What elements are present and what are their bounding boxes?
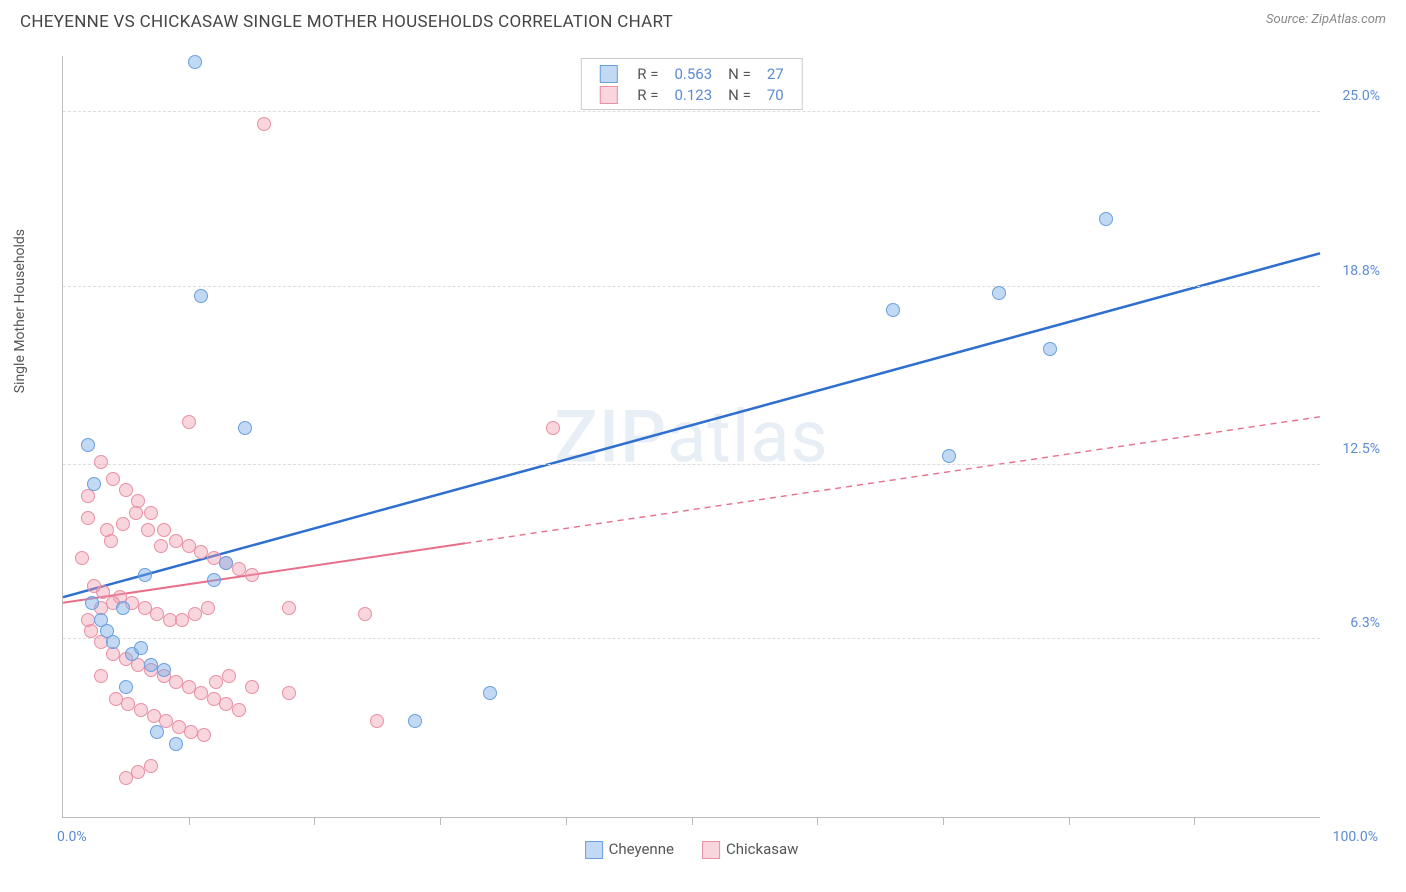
data-point	[157, 523, 171, 537]
data-point	[546, 421, 560, 435]
data-point	[222, 669, 236, 683]
data-point	[144, 506, 158, 520]
data-point	[194, 289, 208, 303]
legend-series: Cheyenne Chickasaw	[585, 840, 799, 859]
data-point	[104, 534, 118, 548]
data-point	[144, 759, 158, 773]
data-point	[150, 725, 164, 739]
data-point	[197, 728, 211, 742]
chart-container: Single Mother Households ZIPatlas 6.3%12…	[18, 46, 1388, 872]
x-tick	[1069, 817, 1070, 825]
x-tick	[314, 817, 315, 825]
data-point	[483, 686, 497, 700]
x-tick	[566, 817, 567, 825]
x-tick	[1194, 817, 1195, 825]
trend-lines	[63, 56, 1320, 817]
watermark: ZIPatlas	[554, 394, 828, 479]
data-point	[942, 449, 956, 463]
data-point	[75, 551, 89, 565]
y-tick-label: 6.3%	[1350, 615, 1380, 631]
data-point	[201, 601, 215, 615]
data-point	[81, 511, 95, 525]
data-point	[106, 472, 120, 486]
grid-line	[63, 111, 1320, 112]
data-point	[257, 117, 271, 131]
data-point	[134, 641, 148, 655]
y-tick-label: 12.5%	[1342, 441, 1380, 457]
x-tick	[692, 817, 693, 825]
data-point	[282, 686, 296, 700]
data-point	[94, 455, 108, 469]
data-point	[245, 680, 259, 694]
data-point	[886, 303, 900, 317]
data-point	[358, 607, 372, 621]
data-point	[232, 703, 246, 717]
data-point	[100, 624, 114, 638]
data-point	[138, 568, 152, 582]
y-tick-label: 18.8%	[1342, 263, 1380, 279]
grid-line	[63, 464, 1320, 465]
source-label: Source: ZipAtlas.com	[1266, 12, 1386, 27]
x-tick	[440, 817, 441, 825]
y-tick-label: 25.0%	[1342, 88, 1380, 104]
data-point	[238, 421, 252, 435]
chart-title: CHEYENNE VS CHICKASAW SINGLE MOTHER HOUS…	[20, 12, 673, 32]
data-point	[94, 669, 108, 683]
data-point	[154, 539, 168, 553]
data-point	[119, 483, 133, 497]
grid-line	[63, 286, 1320, 287]
data-point	[1099, 212, 1113, 226]
data-point	[129, 506, 143, 520]
data-point	[408, 714, 422, 728]
data-point	[219, 556, 233, 570]
data-point	[157, 663, 171, 677]
legend-correlation: R =0.563N =27R =0.123N =70	[580, 58, 802, 110]
data-point	[85, 596, 99, 610]
data-point	[87, 477, 101, 491]
data-point	[188, 55, 202, 69]
data-point	[207, 573, 221, 587]
data-point	[1043, 342, 1057, 356]
legend-item: Cheyenne	[585, 840, 674, 859]
x-tick	[943, 817, 944, 825]
x-tick	[189, 817, 190, 825]
y-axis-label: Single Mother Households	[12, 229, 28, 393]
header: CHEYENNE VS CHICKASAW SINGLE MOTHER HOUS…	[0, 0, 1406, 40]
data-point	[116, 517, 130, 531]
data-point	[116, 601, 130, 615]
x-axis-label: 100.0%	[1333, 829, 1378, 845]
data-point	[169, 737, 183, 751]
data-point	[282, 601, 296, 615]
x-tick	[817, 817, 818, 825]
plot-area: ZIPatlas 6.3%12.5%18.8%25.0%0.0%100.0%R …	[62, 56, 1320, 818]
data-point	[81, 438, 95, 452]
grid-line	[63, 638, 1320, 639]
legend-item: Chickasaw	[702, 840, 798, 859]
data-point	[141, 523, 155, 537]
x-axis-label: 0.0%	[57, 829, 87, 845]
data-point	[119, 680, 133, 694]
data-point	[182, 415, 196, 429]
data-point	[370, 714, 384, 728]
data-point	[245, 568, 259, 582]
data-point	[992, 286, 1006, 300]
